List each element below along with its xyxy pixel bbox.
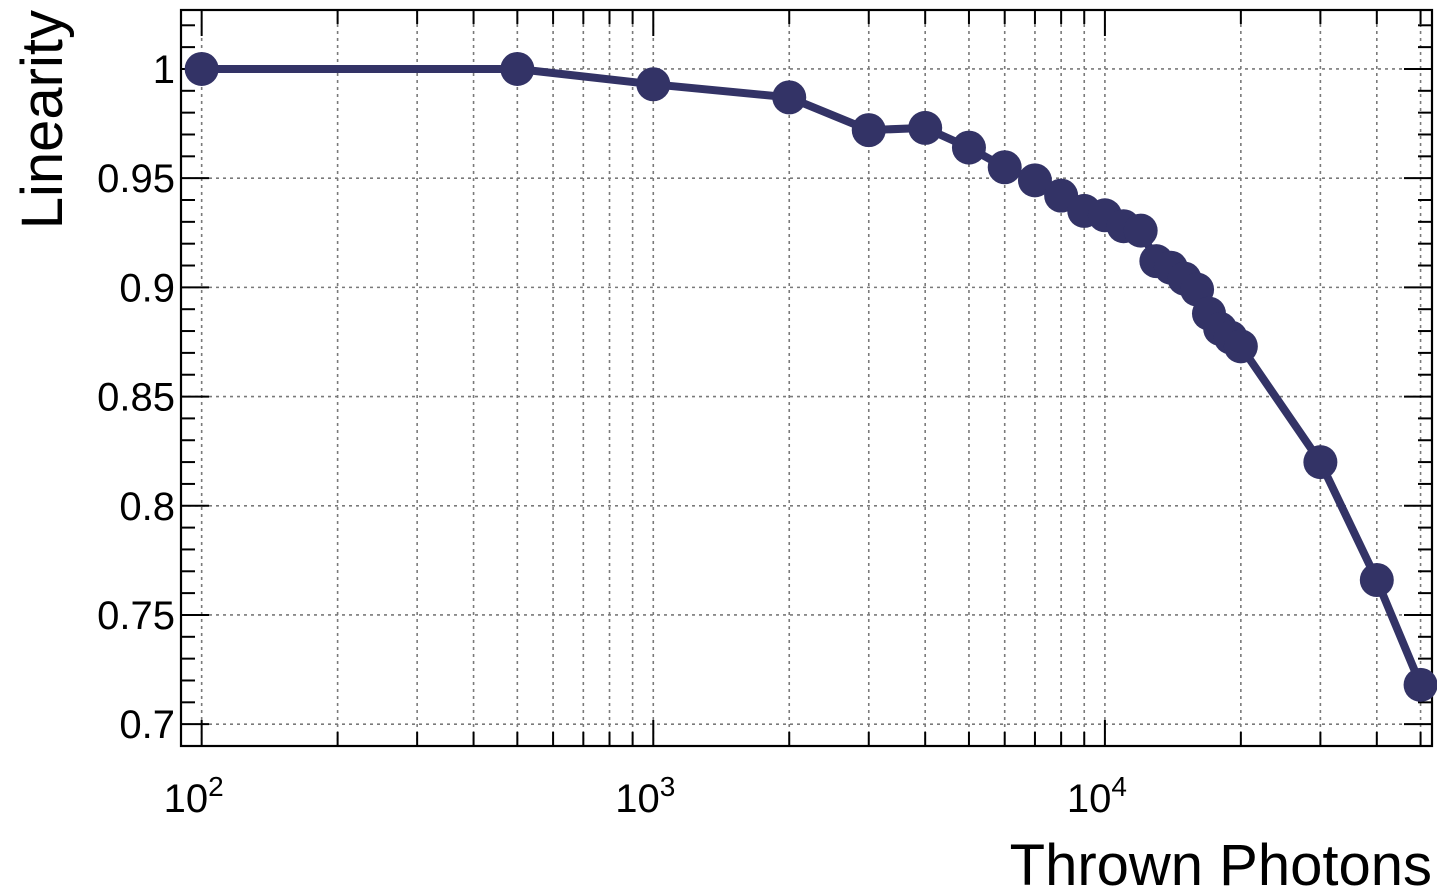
x-tick-label: 104 — [1067, 771, 1127, 821]
data-point — [951, 130, 986, 165]
data-point — [1223, 329, 1258, 364]
series-line — [201, 65, 1425, 687]
data-point — [1303, 445, 1338, 480]
data-point — [1017, 163, 1052, 198]
data-point — [987, 150, 1022, 185]
data-point — [636, 67, 671, 102]
plot-frame — [179, 8, 1434, 748]
y-tick-label: 0.75 — [97, 594, 175, 638]
y-tick-labels: 0.7 0.75 0.8 0.85 0.9 0.95 1 — [97, 48, 175, 747]
series — [184, 51, 1437, 702]
data-point — [1403, 667, 1437, 702]
data-point — [184, 51, 219, 86]
y-tick-label: 0.8 — [119, 485, 175, 529]
data-point — [1359, 563, 1394, 598]
data-point — [500, 51, 535, 86]
y-axis-title: Linearity — [10, 10, 75, 229]
data-point — [908, 110, 943, 145]
x-tick-label: 103 — [615, 771, 675, 821]
x-tick-labels: 102 103 104 — [164, 771, 1127, 821]
y-tick-label: 0.85 — [97, 376, 175, 420]
axis-ticks — [180, 10, 1432, 747]
grid — [180, 10, 1432, 746]
data-point — [772, 80, 807, 115]
y-tick-label: 0.95 — [97, 157, 175, 201]
data-point — [851, 113, 886, 148]
y-tick-label: 0.9 — [119, 266, 175, 310]
data-point — [1123, 213, 1158, 248]
x-tick-label: 102 — [164, 771, 224, 821]
y-tick-label: 0.7 — [119, 703, 175, 747]
y-tick-label: 1 — [153, 48, 175, 92]
x-axis-title: Thrown Photons — [1010, 833, 1432, 894]
